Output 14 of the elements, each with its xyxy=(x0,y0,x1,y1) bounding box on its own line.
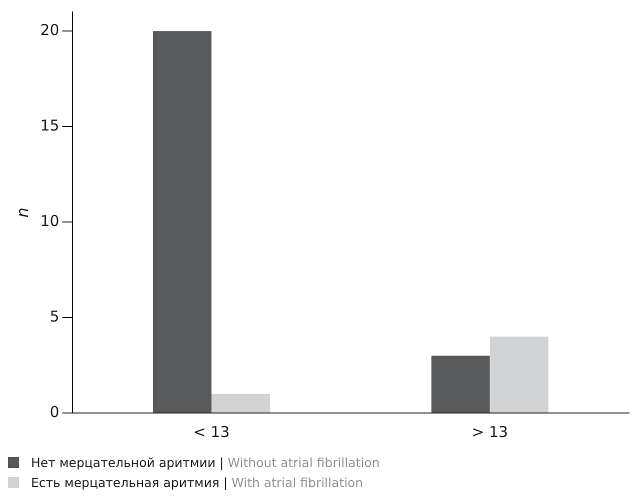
legend-label: Есть мерцательная аритмия | With atrial fibrillation xyxy=(31,474,364,490)
bar xyxy=(490,336,548,412)
y-tick-label: 5 xyxy=(50,307,60,326)
y-tick-label: 15 xyxy=(40,116,60,134)
bar xyxy=(211,394,270,412)
x-tick-label: > 13 xyxy=(472,422,508,441)
x-tick-label: < 13 xyxy=(193,422,230,441)
bar xyxy=(153,31,212,412)
y-tick-label: 20 xyxy=(40,20,60,39)
y-tick-label: 10 xyxy=(40,212,60,230)
y-axis-title: n xyxy=(12,207,32,218)
legend-label: Нет мерцательной аритмии | Without atrial fibrillation xyxy=(31,454,380,470)
bar xyxy=(431,356,490,412)
y-tick-label: 0 xyxy=(50,402,60,421)
